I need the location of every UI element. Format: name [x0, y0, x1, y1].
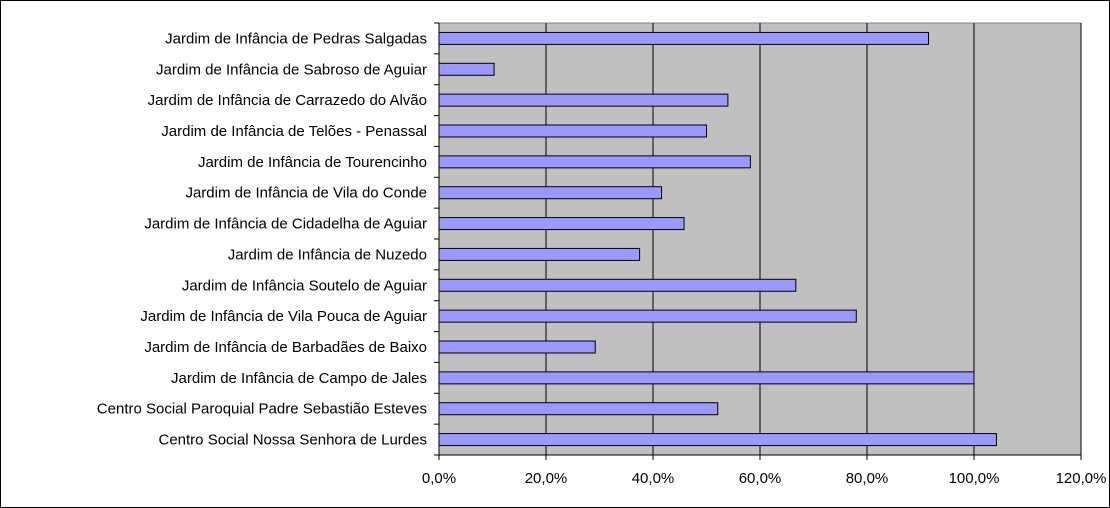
bar — [438, 433, 997, 447]
bar — [438, 186, 663, 200]
x-tick-label: 80,0% — [846, 470, 889, 487]
axes — [434, 22, 1082, 460]
x-tick-label: 100,0% — [949, 470, 1000, 487]
bar — [438, 31, 930, 45]
category-label: Jardim de Infância de Sabroso de Aguiar — [156, 61, 427, 78]
bar — [438, 93, 729, 107]
bars — [438, 31, 997, 447]
category-label: Jardim de Infância de Cidadelha de Aguia… — [144, 216, 427, 233]
bar — [438, 62, 495, 76]
category-labels: Jardim de Infância de Pedras Salgadas Jar… — [97, 30, 427, 448]
category-label: Jardim de Infância de Tourencinho — [198, 154, 427, 171]
category-label: Jardim de Infância de Campo de Jales — [171, 370, 427, 387]
bar — [438, 217, 685, 231]
bar — [438, 309, 857, 323]
bar — [438, 278, 797, 292]
bar — [438, 155, 751, 169]
category-label: Jardim de Infância de Vila Pouca de Agui… — [140, 308, 427, 325]
category-label: Jardim de Infância de Carrazedo do Alvão — [148, 92, 427, 109]
bar — [438, 340, 596, 354]
category-label: Jardim de Infância de Pedras Salgadas — [165, 30, 427, 47]
x-tick-label: 120,0% — [1056, 470, 1107, 487]
bar — [438, 247, 641, 261]
category-label: Jardim de Infância de Nuzedo — [228, 246, 427, 263]
x-tick-labels: 0,0% 20,0% 40,0% 60,0% 80,0% 100,0% 120,0% — [422, 470, 1107, 487]
category-label: Centro Social Nossa Senhora de Lurdes — [159, 432, 428, 449]
category-label: Jardim de Infância de Vila do Conde — [185, 185, 427, 202]
bar — [438, 124, 707, 138]
category-label: Jardim de Infância Soutelo de Aguiar — [182, 277, 427, 294]
category-label: Jardim de Infância de Telões - Penassal — [161, 123, 427, 140]
category-label: Jardim de Infância de Barbadães de Baixo — [144, 339, 427, 356]
x-tick-label: 60,0% — [739, 470, 782, 487]
category-label: Centro Social Paroquial Padre Sebastião … — [97, 401, 427, 418]
bar — [438, 402, 719, 416]
x-tick-label: 40,0% — [632, 470, 675, 487]
bar — [438, 371, 975, 385]
x-tick-label: 20,0% — [525, 470, 568, 487]
x-tick-label: 0,0% — [422, 470, 456, 487]
